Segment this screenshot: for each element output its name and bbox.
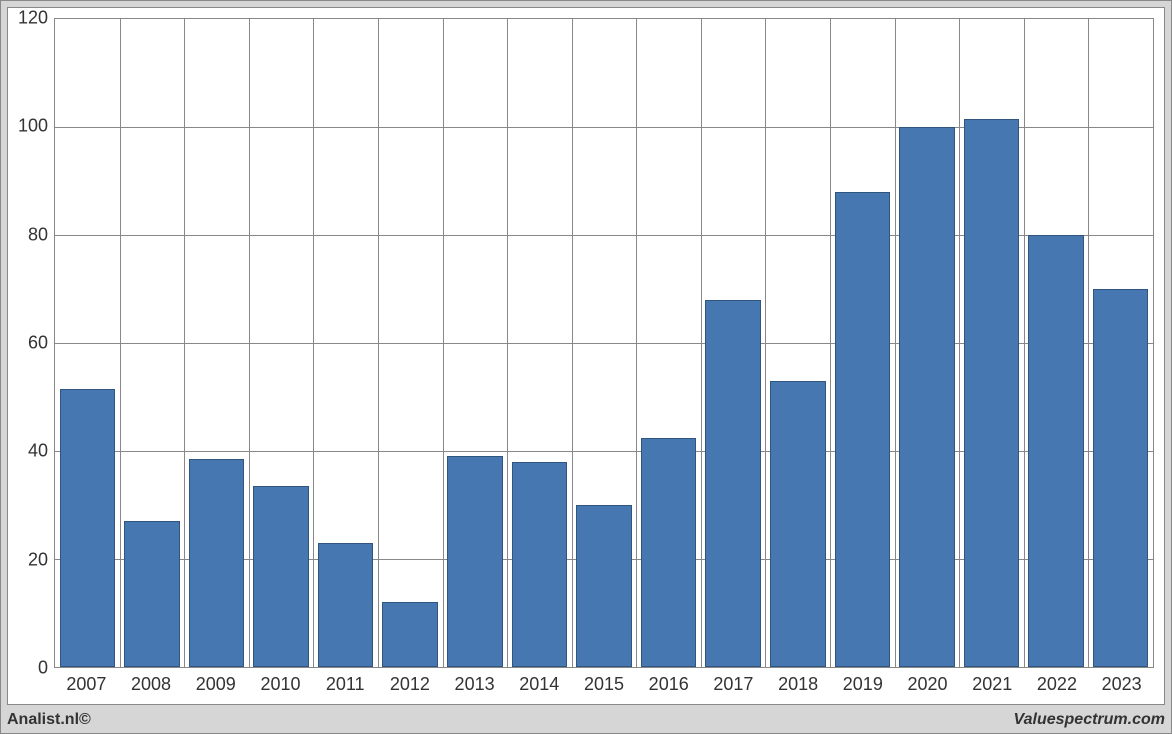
- x-tick-label: 2022: [1037, 674, 1077, 695]
- x-tick-label: 2020: [907, 674, 947, 695]
- bar: [770, 381, 826, 667]
- x-tick-label: 2011: [326, 674, 365, 695]
- x-tick-label: 2012: [390, 674, 430, 695]
- x-tick-label: 2014: [519, 674, 559, 695]
- footer-credit-left: Analist.nl©: [7, 711, 91, 729]
- x-tick-label: 2017: [713, 674, 753, 695]
- bar: [835, 192, 891, 667]
- y-tick-label: 100: [18, 116, 48, 137]
- x-tick-label: 2018: [778, 674, 818, 695]
- bar: [124, 521, 180, 667]
- y-tick-label: 60: [28, 333, 48, 354]
- bar: [512, 462, 568, 667]
- x-tick-label: 2008: [131, 674, 171, 695]
- bar: [1028, 235, 1084, 667]
- y-tick-label: 80: [28, 224, 48, 245]
- chart-panel: 0 20 40 60 80 100 120 2007 2008 2009 2010 2011 2012…: [7, 7, 1165, 705]
- bar: [641, 438, 697, 668]
- bar: [705, 300, 761, 667]
- bar: [899, 127, 955, 667]
- bar: [60, 389, 116, 667]
- x-tick-label: 2016: [649, 674, 689, 695]
- bars-layer: [55, 19, 1153, 667]
- x-tick-label: 2009: [196, 674, 236, 695]
- bar: [318, 543, 374, 667]
- plot-area: [54, 18, 1154, 668]
- footer-credit-right: Valuespectrum.com: [1014, 711, 1165, 729]
- x-tick-label: 2010: [260, 674, 300, 695]
- y-tick-label: 20: [28, 549, 48, 570]
- y-tick-label: 0: [38, 658, 48, 679]
- y-tick-label: 40: [28, 441, 48, 462]
- y-axis-labels: 020406080100120: [8, 18, 52, 668]
- x-tick-label: 2019: [843, 674, 883, 695]
- bar: [576, 505, 632, 667]
- x-tick-label: 2013: [455, 674, 495, 695]
- bar: [964, 119, 1020, 667]
- x-axis-labels: 2007 2008 2009 2010 2011 2012 2013 2014 2015 2016…: [54, 670, 1154, 700]
- bar: [382, 602, 438, 667]
- bar: [1093, 289, 1149, 667]
- x-tick-label: 2015: [584, 674, 624, 695]
- x-tick-label: 2007: [66, 674, 106, 695]
- x-tick-label: 2023: [1102, 674, 1142, 695]
- chart-container: 0 20 40 60 80 100 120 2007 2008 2009 2010 2011 2012…: [0, 0, 1172, 734]
- x-tick-label: 2021: [972, 674, 1012, 695]
- bar: [447, 456, 503, 667]
- bar: [189, 459, 245, 667]
- bar: [253, 486, 309, 667]
- y-tick-label: 120: [18, 8, 48, 29]
